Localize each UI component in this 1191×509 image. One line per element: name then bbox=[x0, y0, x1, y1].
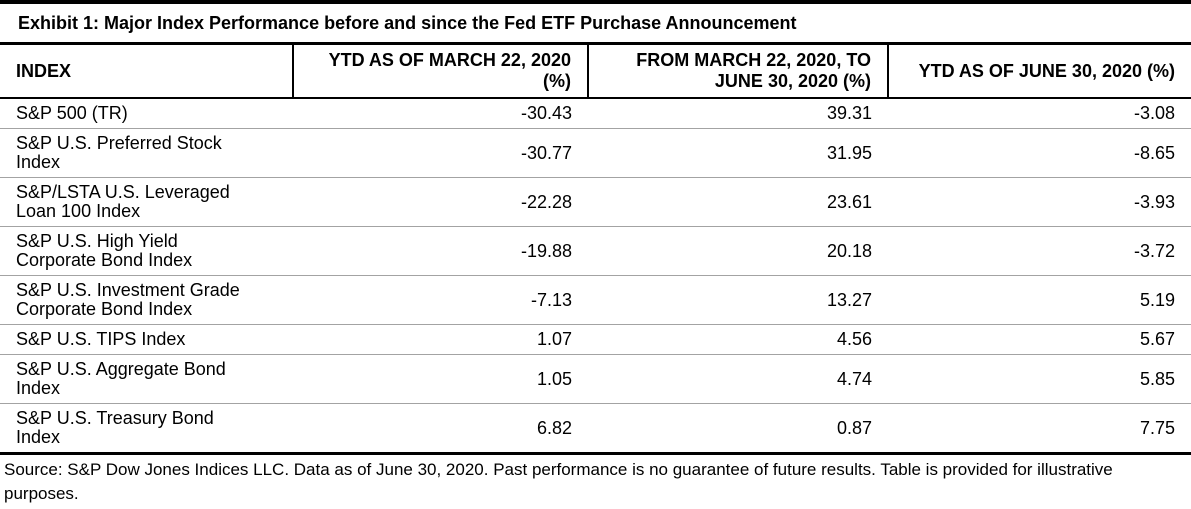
ytd-june-cell: -3.93 bbox=[888, 177, 1191, 227]
index-name-cell: S&P/LSTA U.S. Leveraged Loan 100 Index bbox=[0, 177, 293, 227]
column-header-ytd-june-30: YTD AS OF JUNE 30, 2020 (%) bbox=[887, 45, 1191, 99]
index-name-cell: S&P U.S. Aggregate Bond Index bbox=[0, 354, 293, 404]
table-row: S&P U.S. High Yield Corporate Bond Index… bbox=[0, 226, 1191, 276]
ytd-march-cell: -19.88 bbox=[293, 226, 588, 276]
table-row: S&P 500 (TR) -30.43 39.31 -3.08 bbox=[0, 98, 1191, 129]
ytd-march-cell: -30.77 bbox=[293, 128, 588, 178]
period-cell: 39.31 bbox=[588, 98, 888, 129]
index-name-cell: S&P 500 (TR) bbox=[0, 98, 293, 129]
period-cell: 23.61 bbox=[588, 177, 888, 227]
period-cell: 4.56 bbox=[588, 324, 888, 355]
period-cell: 13.27 bbox=[588, 275, 888, 325]
column-header-march-22-to-june-30: FROM MARCH 22, 2020, TO JUNE 30, 2020 (%… bbox=[587, 45, 888, 99]
ytd-june-cell: -8.65 bbox=[888, 128, 1191, 178]
table-row: S&P U.S. TIPS Index 1.07 4.56 5.67 bbox=[0, 324, 1191, 355]
table-row: S&P U.S. Aggregate Bond Index 1.05 4.74 … bbox=[0, 354, 1191, 404]
period-cell: 0.87 bbox=[588, 403, 888, 455]
table-row: S&P/LSTA U.S. Leveraged Loan 100 Index -… bbox=[0, 177, 1191, 227]
ytd-june-cell: -3.72 bbox=[888, 226, 1191, 276]
ytd-march-cell: -7.13 bbox=[293, 275, 588, 325]
index-name-cell: S&P U.S. Investment Grade Corporate Bond… bbox=[0, 275, 293, 325]
table-header: INDEX YTD AS OF MARCH 22, 2020 (%) FROM … bbox=[0, 45, 1191, 99]
ytd-march-cell: 6.82 bbox=[293, 403, 588, 455]
index-name-cell: S&P U.S. Preferred Stock Index bbox=[0, 128, 293, 178]
source-note: Source: S&P Dow Jones Indices LLC. Data … bbox=[4, 460, 1113, 503]
column-header-index: INDEX bbox=[0, 45, 293, 99]
ytd-june-cell: 5.67 bbox=[888, 324, 1191, 355]
ytd-march-cell: -30.43 bbox=[293, 98, 588, 129]
column-header-ytd-march-22: YTD AS OF MARCH 22, 2020 (%) bbox=[292, 45, 588, 99]
table-row: S&P U.S. Treasury Bond Index 6.82 0.87 7… bbox=[0, 403, 1191, 455]
ytd-june-cell: 5.85 bbox=[888, 354, 1191, 404]
index-name-cell: S&P U.S. TIPS Index bbox=[0, 324, 293, 355]
ytd-june-cell: 5.19 bbox=[888, 275, 1191, 325]
index-name-cell: S&P U.S. Treasury Bond Index bbox=[0, 403, 293, 455]
table-row: S&P U.S. Investment Grade Corporate Bond… bbox=[0, 275, 1191, 325]
index-name-cell: S&P U.S. High Yield Corporate Bond Index bbox=[0, 226, 293, 276]
period-cell: 20.18 bbox=[588, 226, 888, 276]
header-row: INDEX YTD AS OF MARCH 22, 2020 (%) FROM … bbox=[0, 45, 1191, 99]
ytd-june-cell: 7.75 bbox=[888, 403, 1191, 455]
ytd-june-cell: -3.08 bbox=[888, 98, 1191, 129]
period-cell: 4.74 bbox=[588, 354, 888, 404]
index-performance-table: INDEX YTD AS OF MARCH 22, 2020 (%) FROM … bbox=[0, 45, 1191, 455]
ytd-march-cell: -22.28 bbox=[293, 177, 588, 227]
ytd-march-cell: 1.07 bbox=[293, 324, 588, 355]
ytd-march-cell: 1.05 bbox=[293, 354, 588, 404]
table-body: S&P 500 (TR) -30.43 39.31 -3.08 S&P U.S.… bbox=[0, 98, 1191, 455]
period-cell: 31.95 bbox=[588, 128, 888, 178]
table-row: S&P U.S. Preferred Stock Index -30.77 31… bbox=[0, 128, 1191, 178]
exhibit-title: Exhibit 1: Major Index Performance befor… bbox=[0, 0, 1191, 45]
